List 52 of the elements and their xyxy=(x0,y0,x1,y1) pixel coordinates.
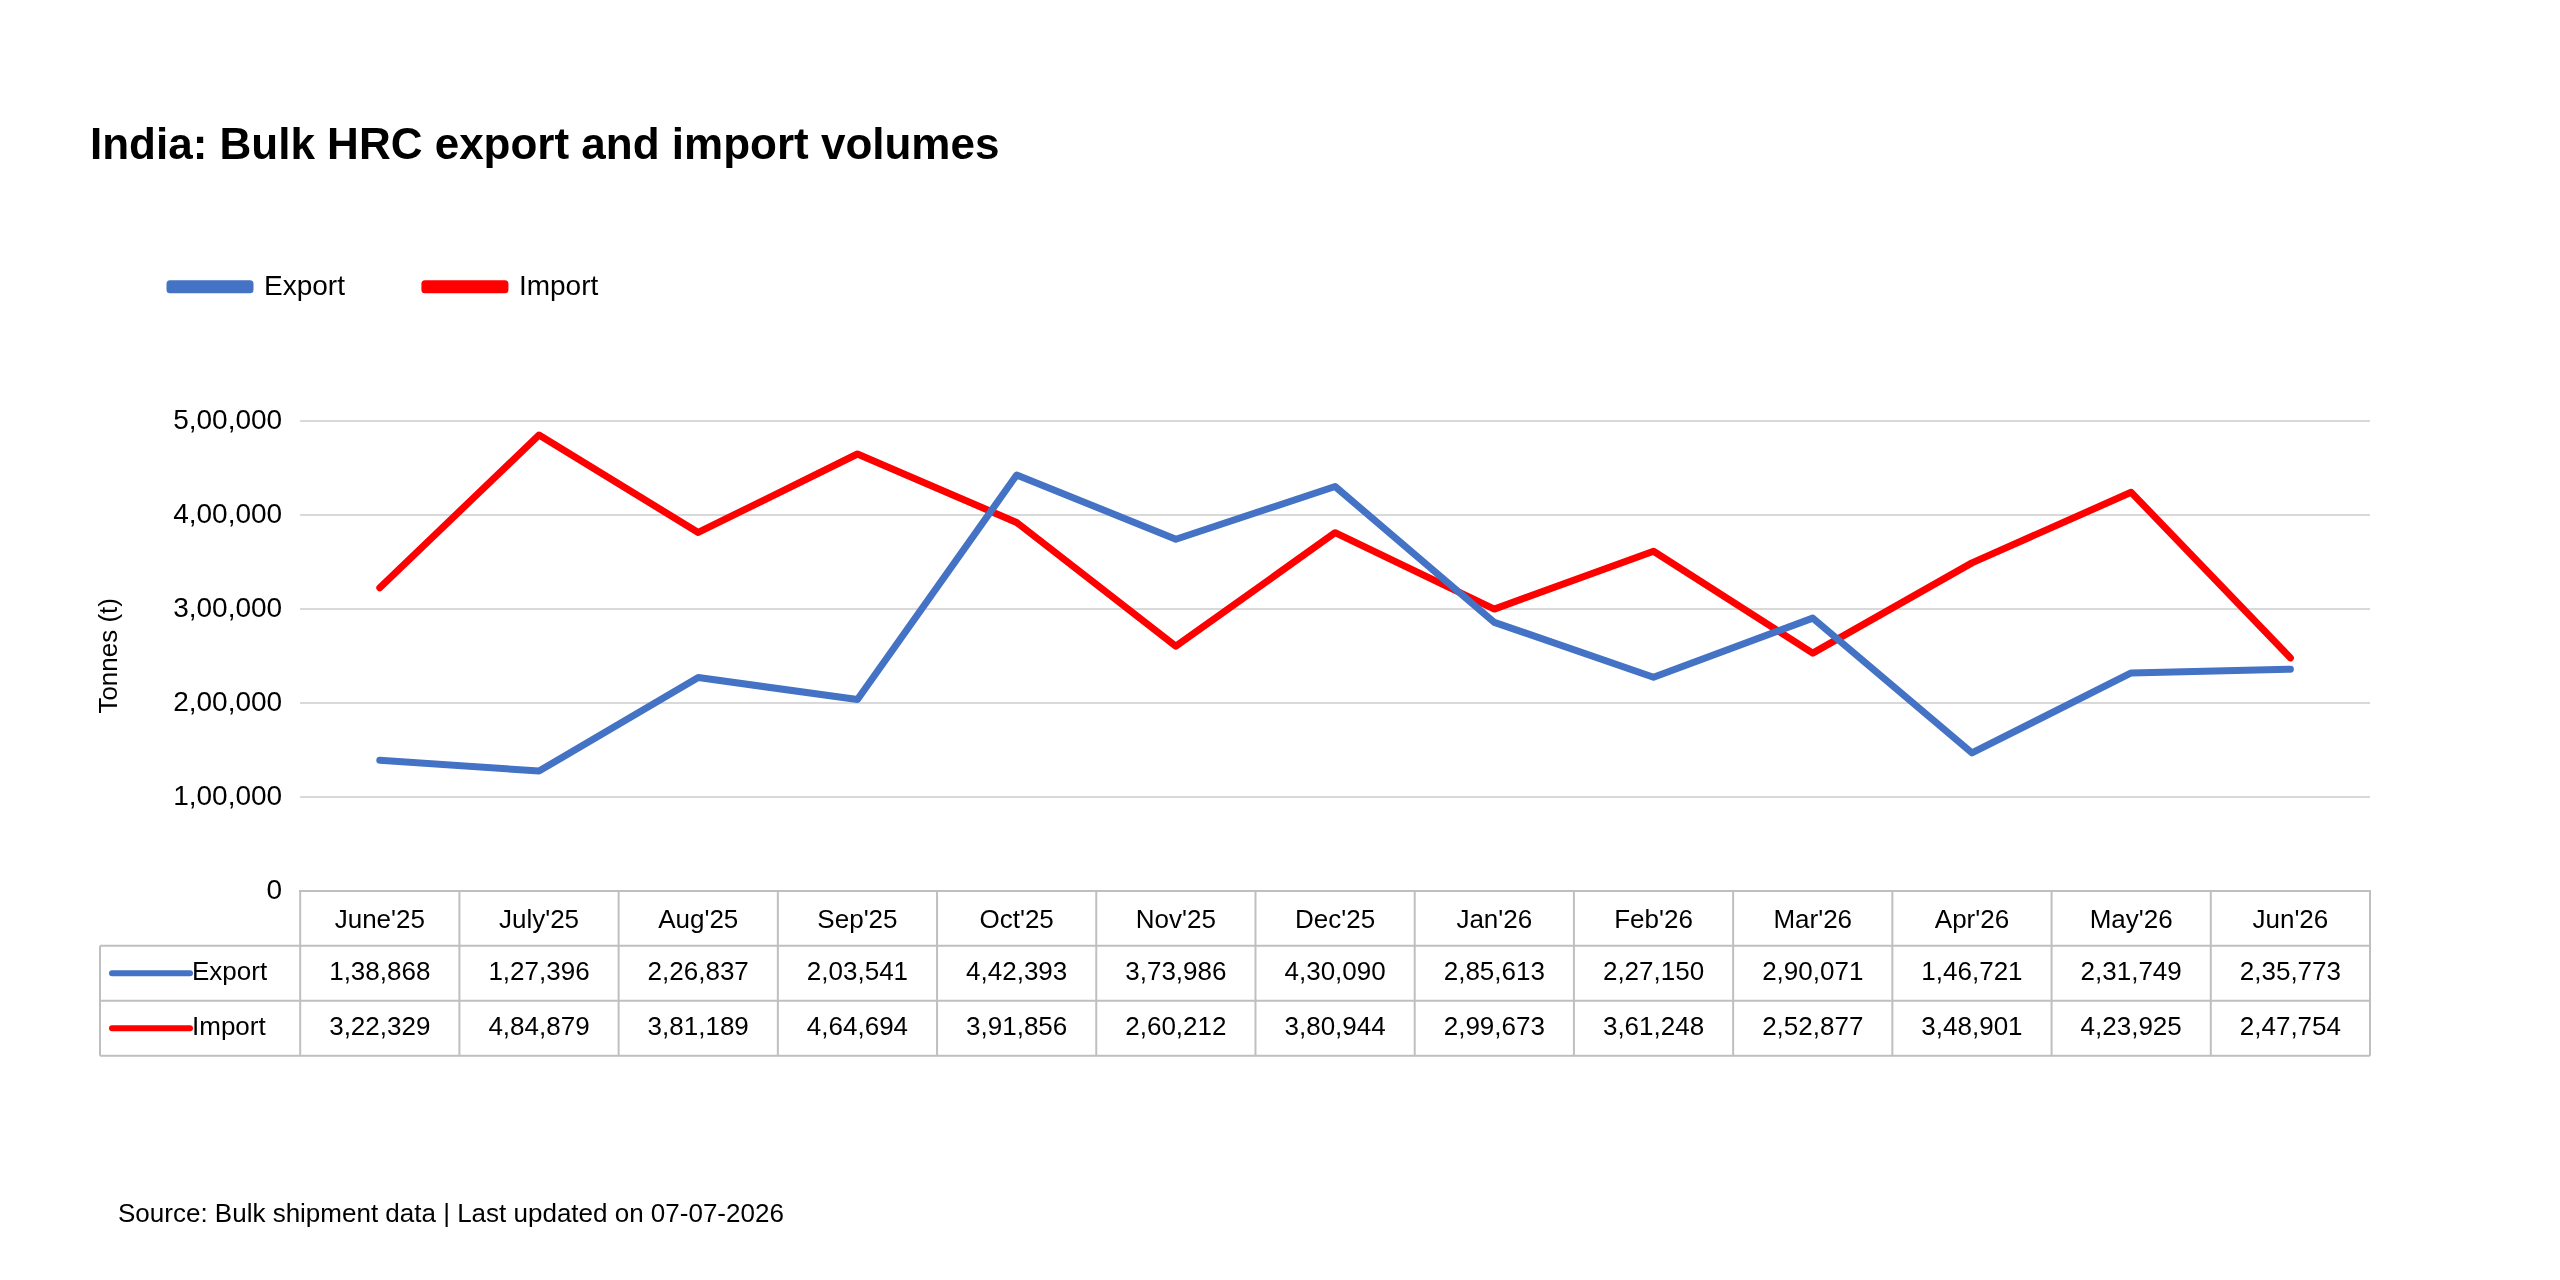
data-label: 3,80,944 xyxy=(1284,1011,1386,1042)
x-tick-label: June'25 xyxy=(334,903,425,934)
x-tick-label: Feb'26 xyxy=(1614,903,1693,934)
source-note: Source: Bulk shipment data | Last updated on 07-07-2026 xyxy=(118,1198,784,1229)
data-label: 4,23,925 xyxy=(2080,1011,2182,1042)
x-tick-label: Nov'25 xyxy=(1135,903,1216,934)
x-tick-label: Dec'25 xyxy=(1295,903,1376,934)
x-tick-label: Sep'25 xyxy=(817,903,898,934)
data-label: 2,99,673 xyxy=(1443,1011,1545,1042)
data-label: 3,73,986 xyxy=(1125,956,1227,987)
chart-title: India: Bulk HRC export and import volumes xyxy=(90,118,1000,168)
x-tick-label: Aug'25 xyxy=(658,903,739,934)
data-label: 4,42,393 xyxy=(966,956,1068,987)
text: Export xyxy=(192,956,268,987)
x-tick-label: Jan'26 xyxy=(1456,903,1533,934)
x-tick-label: Jun'26 xyxy=(2252,903,2329,934)
data-label: 2,03,541 xyxy=(806,956,909,987)
x-tick-label: Apr'26 xyxy=(1934,903,2010,934)
data-label: 3,91,856 xyxy=(966,1011,1068,1042)
legend-label: Import xyxy=(518,269,599,301)
data-label: 2,27,150 xyxy=(1602,956,1705,987)
data-label: 2,90,071 xyxy=(1762,956,1864,987)
x-tick-label: July'25 xyxy=(498,903,580,934)
data-label: 3,61,248 xyxy=(1602,1011,1705,1042)
data-label: 2,31,749 xyxy=(2080,956,2182,987)
y-tick-label: 3,00,000 xyxy=(173,591,283,623)
data-label: 1,46,721 xyxy=(1921,956,2023,987)
data-label: 2,26,837 xyxy=(647,956,749,987)
data-label: 3,48,901 xyxy=(1921,1011,2023,1042)
x-tick-label: Mar'26 xyxy=(1773,903,1853,934)
data-label: 2,85,613 xyxy=(1443,956,1545,987)
y-tick-label: 0 xyxy=(266,873,283,905)
y-axis-title: Tonnes (t) xyxy=(92,598,123,714)
data-label: 4,64,694 xyxy=(806,1011,909,1042)
legend-label: Export xyxy=(264,269,346,301)
data-label: 3,81,189 xyxy=(647,1011,749,1042)
data-label: 4,84,879 xyxy=(488,1011,590,1042)
data-label: 3,22,329 xyxy=(329,1011,431,1042)
data-label: 2,52,877 xyxy=(1762,1011,1864,1042)
data-label: 2,60,212 xyxy=(1125,1011,1227,1042)
data-label: 1,27,396 xyxy=(488,956,590,987)
data-label: 2,35,773 xyxy=(2239,956,2341,987)
x-tick-label: Oct'25 xyxy=(979,903,1054,934)
data-label: 1,38,868 xyxy=(329,956,431,987)
data-label: 2,47,754 xyxy=(2239,1011,2341,1042)
x-tick-label: May'26 xyxy=(2089,903,2173,934)
y-tick-label: 1,00,000 xyxy=(173,779,283,811)
y-tick-label: 5,00,000 xyxy=(173,403,283,435)
y-tick-label: 2,00,000 xyxy=(173,685,283,717)
data-label: 4,30,090 xyxy=(1284,956,1386,987)
y-tick-label: 4,00,000 xyxy=(173,497,283,529)
text: Import xyxy=(192,1011,266,1042)
